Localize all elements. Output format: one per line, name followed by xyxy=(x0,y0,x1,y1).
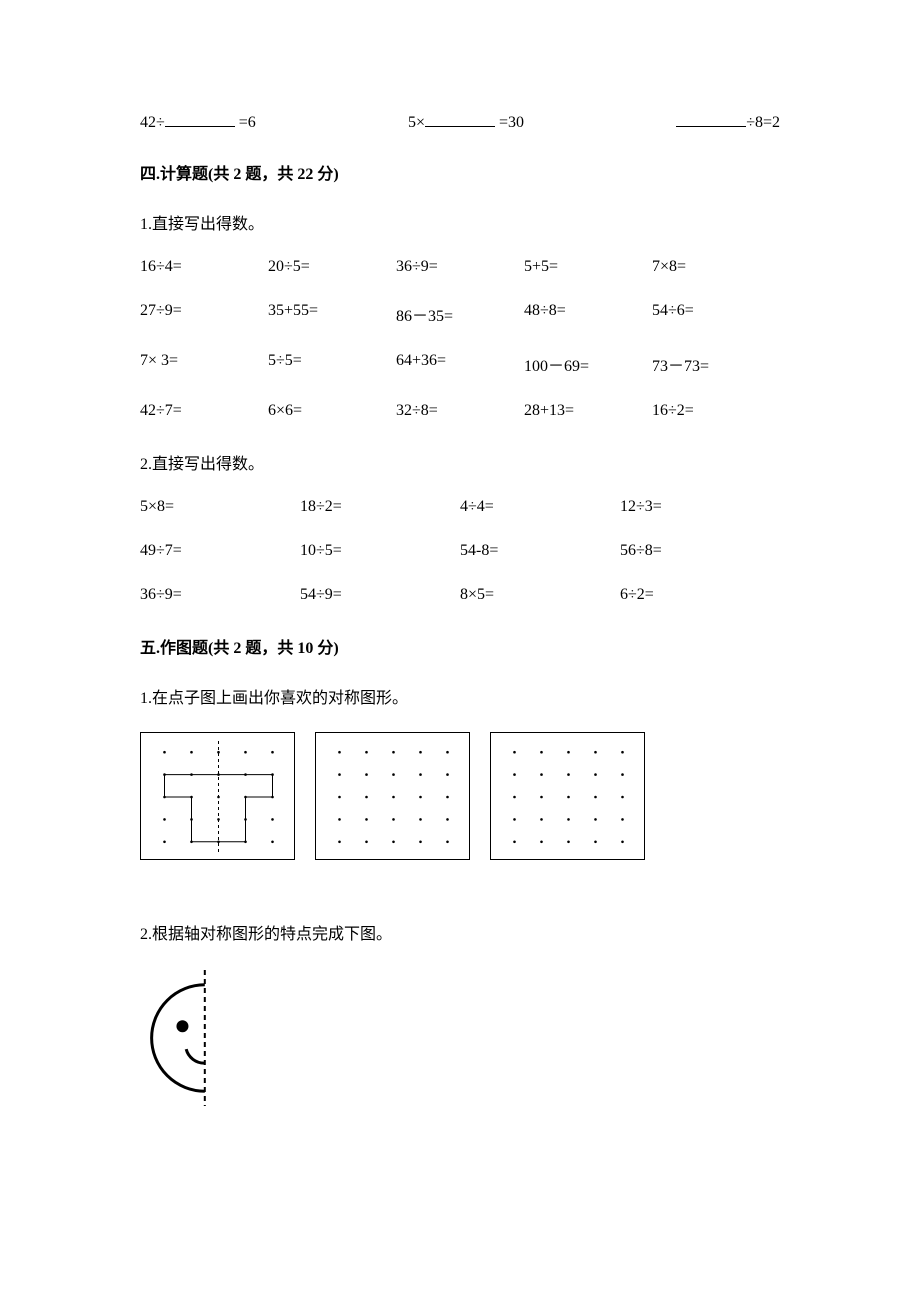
calc-cell: 54÷6= xyxy=(652,302,780,326)
section4-heading: 四.计算题(共 2 题，共 22 分) xyxy=(140,160,780,184)
calc-cell: 12÷3= xyxy=(620,498,780,516)
calc-cell: 27÷9= xyxy=(140,302,268,326)
fill-blank-1: 42÷ =6 xyxy=(140,110,256,132)
blank-3[interactable] xyxy=(676,110,746,127)
calc-cell: 42÷7= xyxy=(140,402,268,420)
dot-grid-1 xyxy=(140,732,295,860)
calc-cell: 36÷9= xyxy=(396,258,524,276)
eq2-pre: 5× xyxy=(408,114,425,131)
calc-cell: 6×6= xyxy=(268,402,396,420)
blank-1[interactable] xyxy=(165,110,235,127)
half-face-figure xyxy=(140,968,780,1113)
calc-cell: 6÷2= xyxy=(620,586,780,604)
fill-blank-row: 42÷ =6 5× =30 ÷8=2 xyxy=(140,110,780,132)
calc-cell: 48÷8= xyxy=(524,302,652,326)
calc-cell: 64+36= xyxy=(396,352,524,376)
calc-cell: 20÷5= xyxy=(268,258,396,276)
eq1-pre: 42÷ xyxy=(140,114,165,131)
fill-blank-3: ÷8=2 xyxy=(676,110,780,132)
s4-q2-label: 2.直接写出得数。 xyxy=(140,450,780,474)
calc-cell: 5÷5= xyxy=(268,352,396,376)
calc-cell: 35+55= xyxy=(268,302,396,326)
s4-q1-label: 1.直接写出得数。 xyxy=(140,210,780,234)
calc-cell: 8×5= xyxy=(460,586,620,604)
calc-cell: 18÷2= xyxy=(300,498,460,516)
calc-cell: 16÷2= xyxy=(652,402,780,420)
calc-cell: 100－69= xyxy=(524,352,652,376)
calc-cell: 54÷9= xyxy=(300,586,460,604)
eq2-post: =30 xyxy=(495,114,524,131)
calc-cell: 28+13= xyxy=(524,402,652,420)
calc-cell: 10÷5= xyxy=(300,542,460,560)
calc-cell: 36÷9= xyxy=(140,586,300,604)
s4-q1-grid: 16÷4= 20÷5= 36÷9= 5+5= 7×8= 27÷9= 35+55=… xyxy=(140,258,780,420)
dot-grid-2 xyxy=(315,732,470,860)
calc-cell: 73－73= xyxy=(652,352,780,376)
section5-heading: 五.作图题(共 2 题，共 10 分) xyxy=(140,634,780,658)
eq1-post: =6 xyxy=(235,114,256,131)
calc-cell: 7× 3= xyxy=(140,352,268,376)
dot-grids-row xyxy=(140,732,780,860)
s4-q2-grid: 5×8= 18÷2= 4÷4= 12÷3= 49÷7= 10÷5= 54-8= … xyxy=(140,498,780,604)
calc-cell: 4÷4= xyxy=(460,498,620,516)
fill-blank-2: 5× =30 xyxy=(408,110,524,132)
s5-q1-label: 1.在点子图上画出你喜欢的对称图形。 xyxy=(140,684,780,708)
calc-cell: 86－35= xyxy=(396,302,524,326)
calc-cell: 16÷4= xyxy=(140,258,268,276)
calc-cell: 49÷7= xyxy=(140,542,300,560)
calc-cell: 5+5= xyxy=(524,258,652,276)
calc-cell: 54-8= xyxy=(460,542,620,560)
calc-cell: 32÷8= xyxy=(396,402,524,420)
calc-cell: 7×8= xyxy=(652,258,780,276)
eq3-post: ÷8=2 xyxy=(746,114,780,131)
dot-grid-3 xyxy=(490,732,645,860)
s5-q2-label: 2.根据轴对称图形的特点完成下图。 xyxy=(140,920,780,944)
calc-cell: 56÷8= xyxy=(620,542,780,560)
blank-2[interactable] xyxy=(425,110,495,127)
calc-cell: 5×8= xyxy=(140,498,300,516)
